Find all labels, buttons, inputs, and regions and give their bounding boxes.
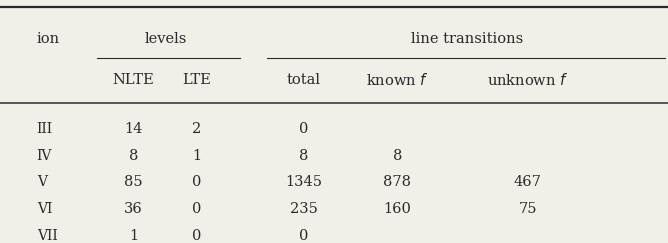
Text: 8: 8 bbox=[129, 148, 138, 163]
Text: 0: 0 bbox=[299, 122, 309, 136]
Text: 75: 75 bbox=[518, 202, 537, 216]
Text: 235: 235 bbox=[290, 202, 318, 216]
Text: 2: 2 bbox=[192, 122, 202, 136]
Text: 0: 0 bbox=[192, 229, 202, 243]
Text: unknown $f$: unknown $f$ bbox=[487, 72, 568, 88]
Text: V: V bbox=[37, 175, 47, 189]
Text: line transitions: line transitions bbox=[411, 32, 524, 46]
Text: 8: 8 bbox=[393, 148, 402, 163]
Text: 160: 160 bbox=[383, 202, 411, 216]
Text: known $f$: known $f$ bbox=[366, 72, 429, 88]
Text: IV: IV bbox=[37, 148, 52, 163]
Text: 878: 878 bbox=[383, 175, 411, 189]
Text: LTE: LTE bbox=[182, 73, 212, 87]
Text: 467: 467 bbox=[514, 175, 542, 189]
Text: VI: VI bbox=[37, 202, 52, 216]
Text: 0: 0 bbox=[192, 202, 202, 216]
Text: 1: 1 bbox=[129, 229, 138, 243]
Text: VII: VII bbox=[37, 229, 57, 243]
Text: total: total bbox=[287, 73, 321, 87]
Text: 14: 14 bbox=[124, 122, 143, 136]
Text: 8: 8 bbox=[299, 148, 309, 163]
Text: ion: ion bbox=[37, 32, 60, 46]
Text: levels: levels bbox=[144, 32, 187, 46]
Text: 0: 0 bbox=[192, 175, 202, 189]
Text: 85: 85 bbox=[124, 175, 143, 189]
Text: 1345: 1345 bbox=[285, 175, 323, 189]
Text: 36: 36 bbox=[124, 202, 143, 216]
Text: III: III bbox=[37, 122, 53, 136]
Text: 0: 0 bbox=[299, 229, 309, 243]
Text: 1: 1 bbox=[192, 148, 202, 163]
Text: NLTE: NLTE bbox=[113, 73, 154, 87]
